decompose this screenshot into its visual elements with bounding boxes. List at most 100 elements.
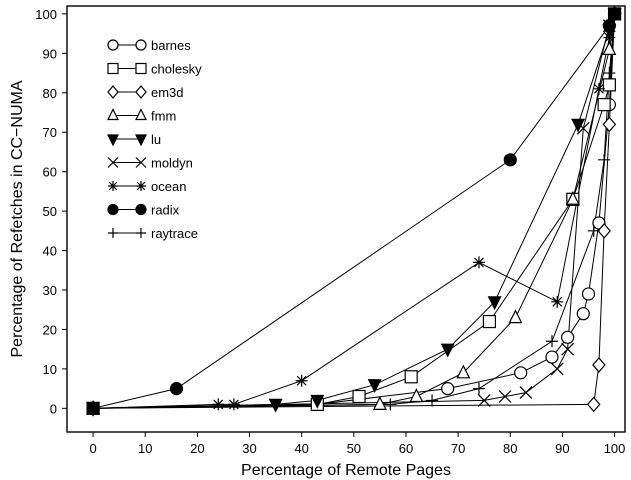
- legend-marker: [108, 181, 118, 191]
- y-tick-label: 30: [43, 283, 57, 298]
- data-point-barnes: [441, 382, 455, 396]
- legend-item-ocean: ocean: [108, 179, 186, 194]
- legend-item-lu: lu: [107, 132, 161, 147]
- data-point-raytrace: [545, 335, 558, 348]
- x-tick-label: 30: [242, 441, 256, 456]
- series-line-fmm: [93, 13, 616, 409]
- legend-marker: [107, 85, 119, 99]
- plot-frame: [66, 5, 626, 433]
- y-tick-label: 100: [35, 7, 57, 22]
- x-tick-label: 20: [190, 441, 204, 456]
- legend-item-barnes: barnes: [107, 38, 191, 53]
- data-point-fmm: [602, 41, 617, 55]
- data-point-raytrace: [587, 224, 600, 237]
- data-point-cholesky: [352, 389, 366, 404]
- legend-item-radix: radix: [107, 203, 180, 218]
- data-point-raytrace: [598, 153, 611, 166]
- legend-label: em3d: [151, 85, 184, 100]
- data-point-lu: [367, 379, 382, 394]
- data-point-raytrace: [608, 7, 621, 20]
- legend-item-fmm: fmm: [107, 108, 176, 124]
- legend-item-raytrace: raytrace: [108, 226, 198, 241]
- y-tick-label: 90: [43, 46, 57, 61]
- legend-marker: [135, 203, 147, 216]
- legend-marker: [135, 108, 147, 121]
- x-tick-label: 90: [555, 441, 569, 456]
- data-point-em3d: [592, 357, 606, 373]
- y-axis-label: Percentage of Refetches in CC−NUMA: [9, 80, 26, 357]
- x-axis-label: Percentage of Remote Pages: [241, 462, 451, 479]
- data-point-ocean: [603, 31, 616, 44]
- x-tick-label: 10: [138, 441, 152, 456]
- data-point-ocean: [227, 398, 240, 411]
- data-point-radix: [503, 153, 517, 167]
- legend-label: radix: [151, 203, 180, 218]
- data-point-lu: [310, 394, 325, 409]
- data-point-barnes: [576, 307, 590, 321]
- legend-marker: [135, 134, 147, 147]
- data-point-em3d: [602, 116, 617, 133]
- legend-label: fmm: [151, 109, 176, 124]
- data-point-moldyn: [561, 342, 575, 356]
- data-point-moldyn: [498, 390, 512, 403]
- legend-marker: [135, 62, 147, 75]
- data-point-em3d: [586, 396, 601, 413]
- data-point-ocean: [551, 295, 564, 308]
- data-point-lu: [487, 296, 502, 311]
- data-point-barnes: [514, 366, 528, 380]
- data-point-ocean: [295, 374, 308, 387]
- data-point-raytrace: [472, 382, 485, 395]
- legend-item-em3d: em3d: [107, 85, 184, 100]
- legend-marker: [136, 228, 146, 238]
- y-tick-label: 20: [43, 322, 57, 337]
- data-point-cholesky: [482, 314, 497, 329]
- x-tick-label: 60: [399, 441, 413, 456]
- y-tick-label: 40: [43, 244, 57, 259]
- y-tick-label: 70: [43, 125, 57, 140]
- legend-marker: [107, 62, 119, 75]
- data-point-ocean: [472, 256, 485, 269]
- y-tick-label: 10: [43, 362, 57, 377]
- legend-marker: [135, 157, 147, 168]
- x-tick-label: 40: [294, 441, 308, 456]
- legend-marker: [107, 134, 119, 147]
- data-point-radix: [602, 19, 616, 33]
- legend-marker: [108, 228, 118, 238]
- legend-marker: [107, 108, 119, 121]
- legend: barnes cholesky em3d fmm lu moldyn ocean radix r…: [107, 38, 202, 241]
- data-point-barnes: [581, 287, 596, 301]
- data-point-fmm: [372, 396, 387, 410]
- legend-label: barnes: [151, 38, 191, 53]
- x-tick-label: 80: [503, 441, 517, 456]
- data-point-fmm: [565, 190, 580, 205]
- legend-marker: [107, 157, 119, 168]
- y-tick-label: 60: [43, 165, 57, 180]
- legend-marker: [136, 181, 146, 191]
- data-point-raytrace: [426, 394, 439, 407]
- x-tick-label: 50: [347, 441, 361, 456]
- data-point-ocean: [212, 398, 225, 411]
- data-point-ocean: [592, 82, 605, 95]
- data-point-moldyn: [576, 121, 590, 135]
- x-tick-label: 0: [89, 441, 96, 456]
- y-tick-label: 0: [50, 401, 57, 416]
- data-point-barnes: [561, 330, 575, 344]
- data-point-raytrace: [384, 398, 397, 411]
- y-tick-label: 50: [43, 204, 57, 219]
- data-point-cholesky: [404, 370, 418, 384]
- data-point-raytrace: [603, 67, 616, 80]
- data-point-lu: [268, 398, 283, 413]
- data-point-fmm: [456, 364, 471, 379]
- y-tick-label: 80: [43, 86, 57, 101]
- data-point-em3d: [597, 222, 611, 239]
- data-point-cholesky: [602, 78, 616, 92]
- legend-marker: [107, 39, 119, 51]
- legend-item-moldyn: moldyn: [107, 156, 193, 171]
- legend-label: raytrace: [151, 226, 198, 241]
- legend-label: cholesky: [151, 62, 202, 77]
- data-point-fmm: [508, 309, 523, 324]
- legend-marker: [135, 85, 147, 99]
- data-point-barnes: [545, 350, 559, 364]
- legend-label: ocean: [151, 179, 186, 194]
